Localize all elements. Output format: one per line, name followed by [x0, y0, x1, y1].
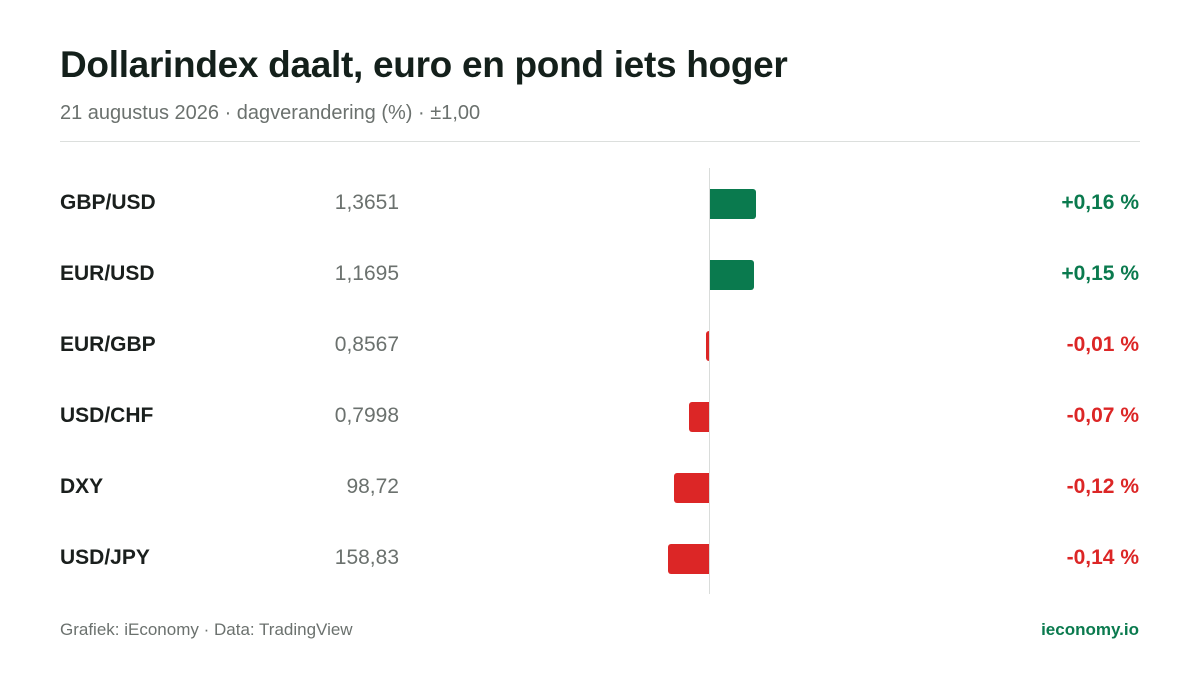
change-label: -0,14 %: [1066, 546, 1139, 569]
table-row: EUR/GBP 0,8567 -0,01 %: [0, 310, 1200, 381]
change-label: +0,16 %: [1061, 191, 1139, 214]
currency-table: GBP/USD 1,3651 +0,16 % EUR/USD 1,1695 +0,15 %…: [0, 168, 1200, 594]
negative-change-bar: [706, 331, 709, 361]
source-credit: Grafiek: iEconomy · Data: TradingView: [60, 620, 353, 639]
change-label: -0,01 %: [1066, 333, 1139, 356]
negative-change-bar: [674, 473, 709, 503]
pair-label: EUR/GBP: [60, 333, 156, 356]
positive-change-bar: [710, 260, 754, 290]
price-value: 1,1695: [334, 262, 399, 285]
negative-change-bar: [668, 544, 709, 574]
zero-axis-line: [709, 168, 710, 594]
price-value: 1,3651: [334, 191, 399, 214]
pair-label: GBP/USD: [60, 191, 156, 214]
table-row: USD/JPY 158,83 -0,14 %: [0, 523, 1200, 594]
table-row: EUR/USD 1,1695 +0,15 %: [0, 239, 1200, 310]
change-label: +0,15 %: [1061, 262, 1139, 285]
pair-label: EUR/USD: [60, 262, 155, 285]
table-row: GBP/USD 1,3651 +0,16 %: [0, 168, 1200, 239]
pair-label: USD/CHF: [60, 404, 154, 427]
chart-subtitle: 21 augustus 2026 · dagverandering (%) · …: [60, 102, 481, 124]
pair-label: DXY: [60, 475, 104, 498]
price-value: 158,83: [334, 546, 399, 569]
change-label: -0,07 %: [1066, 404, 1139, 427]
header-divider: [60, 141, 1140, 142]
table-row: USD/CHF 0,7998 -0,07 %: [0, 381, 1200, 452]
pair-label: USD/JPY: [60, 546, 150, 569]
negative-change-bar: [688, 402, 709, 432]
chart-title: Dollarindex daalt, euro en pond iets hog…: [60, 44, 788, 85]
table-row: DXY 98,72 -0,12 %: [0, 452, 1200, 523]
brand-link[interactable]: ieconomy.io: [1041, 620, 1139, 639]
price-value: 98,72: [346, 475, 399, 498]
price-value: 0,8567: [334, 333, 399, 356]
positive-change-bar: [710, 189, 757, 219]
change-label: -0,12 %: [1066, 475, 1139, 498]
price-value: 0,7998: [334, 404, 399, 427]
